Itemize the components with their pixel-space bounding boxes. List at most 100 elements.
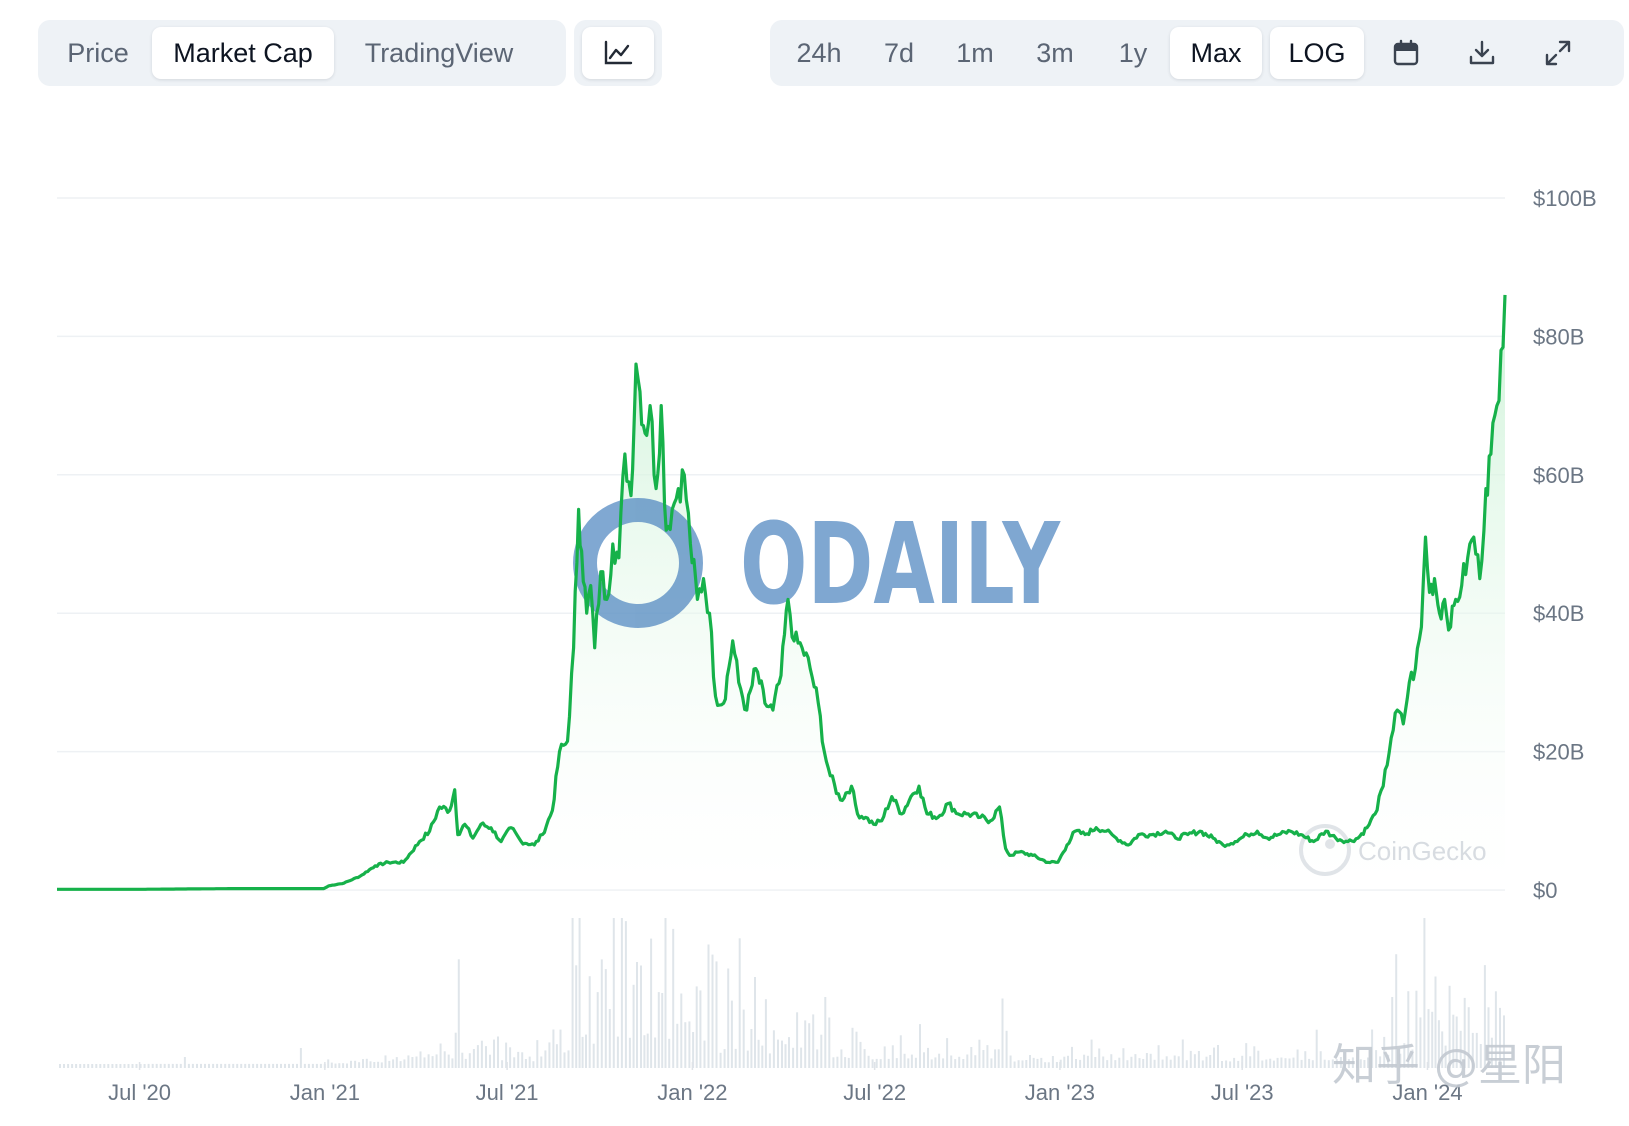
volume-bar	[1181, 1039, 1184, 1068]
volume-bar	[1403, 1043, 1406, 1068]
calendar-button[interactable]	[1370, 27, 1442, 79]
tab-tradingview[interactable]: TradingView	[364, 37, 514, 68]
volume-bar	[1217, 1045, 1219, 1068]
chart-type-button[interactable]	[582, 27, 654, 79]
volume-bar	[493, 1039, 495, 1068]
tab-1y[interactable]: 1y	[1118, 37, 1148, 68]
volume-bar	[1308, 1058, 1311, 1068]
volume-bar	[1411, 1049, 1414, 1068]
volume-bar	[1265, 1059, 1268, 1068]
volume-bar	[175, 1063, 178, 1068]
tab-24h[interactable]: 24h	[796, 37, 842, 68]
volume-bar	[224, 1063, 227, 1068]
volume-bar	[71, 1064, 74, 1068]
x-tick-label: Jan '23	[1025, 1080, 1095, 1105]
volume-bar	[600, 959, 603, 1068]
volume-bar	[327, 1059, 330, 1068]
volume-bar	[788, 1037, 790, 1068]
volume-bar	[107, 1064, 110, 1068]
volume-bar	[1098, 1048, 1101, 1068]
volume-bar	[1059, 1059, 1062, 1068]
volume-bar	[1351, 1057, 1354, 1068]
volume-bar	[1288, 1058, 1291, 1068]
calendar-icon	[1393, 39, 1419, 66]
volume-bar	[938, 1053, 941, 1068]
y-axis: $0 $20B $40B $60B $80B $100B	[1533, 186, 1597, 903]
tab-1m[interactable]: 1m	[956, 37, 994, 68]
volume-bar	[927, 1047, 929, 1068]
volume-bar	[299, 1048, 302, 1068]
volume-bar	[280, 1063, 282, 1068]
y-tick-label: $100B	[1533, 186, 1597, 211]
volume-bar	[79, 1064, 82, 1068]
volume-bar	[1269, 1058, 1272, 1068]
volume-bar	[1013, 1061, 1016, 1068]
volume-bar	[661, 993, 664, 1068]
volume-bar	[1363, 1060, 1366, 1068]
volume-bar	[792, 1047, 795, 1068]
volume-bar	[1149, 1053, 1152, 1068]
tab-3m[interactable]: 3m	[1036, 37, 1074, 68]
volume-bar	[1292, 1057, 1295, 1068]
volume-bar	[664, 918, 667, 1068]
volume-bar	[179, 1063, 182, 1068]
volume-bar	[489, 1054, 491, 1068]
x-tick-label: Jul '23	[1211, 1080, 1274, 1105]
volume-bar	[303, 1063, 306, 1068]
volume-bar	[461, 1052, 464, 1068]
tab-log[interactable]: LOG	[1270, 27, 1364, 79]
volume-bar	[1387, 1054, 1390, 1068]
volume-bar	[392, 1059, 395, 1068]
volume-bar	[650, 938, 653, 1068]
volume-bar	[159, 1063, 162, 1068]
tab-7d[interactable]: 7d	[883, 37, 915, 68]
volume-bar	[212, 1063, 215, 1068]
volume-bar	[571, 918, 574, 1068]
volume-bar	[501, 1060, 504, 1068]
volume-bar	[887, 1058, 890, 1068]
zhihu-watermark: 知乎 @星阳	[1332, 1040, 1566, 1091]
volume-bar	[616, 1036, 619, 1068]
volume-bar	[628, 1037, 631, 1068]
volume-bar	[715, 961, 718, 1068]
volume-bar	[646, 1033, 649, 1068]
volume-bar	[147, 1063, 150, 1068]
volume-bar	[423, 1057, 426, 1068]
volume-bar	[208, 1063, 210, 1068]
volume-bar	[784, 1044, 787, 1068]
volume-bar	[899, 1035, 902, 1068]
volume-bar	[883, 1046, 886, 1068]
volume-bar	[954, 1059, 957, 1068]
download-button[interactable]	[1446, 27, 1518, 79]
chart-type-group	[574, 20, 662, 86]
tab-market-cap[interactable]: Market Cap	[152, 27, 334, 79]
fullscreen-button[interactable]	[1522, 27, 1594, 79]
volume-bar	[369, 1061, 372, 1068]
volume-bar	[1475, 1032, 1478, 1068]
volume-bar	[342, 1063, 345, 1068]
volume-bar	[910, 1054, 913, 1068]
tab-max[interactable]: Max	[1170, 27, 1262, 79]
volume-bar	[1343, 1060, 1346, 1068]
x-tick-label: Jul '22	[843, 1080, 906, 1105]
market-cap-line	[57, 294, 1507, 891]
volume-bar	[654, 1037, 657, 1068]
volume-bar	[338, 1063, 341, 1068]
tab-price[interactable]: Price	[67, 37, 129, 68]
volume-bar	[844, 1057, 847, 1068]
volume-bar	[1169, 1059, 1172, 1068]
y-tick-label: $0	[1533, 878, 1557, 903]
volume-bar	[1444, 1045, 1447, 1068]
volume-bar	[1213, 1047, 1215, 1068]
volume-bar	[1086, 1055, 1089, 1068]
volume-bar	[167, 1063, 170, 1068]
volume-bar	[315, 1063, 318, 1068]
volume-bars	[59, 918, 1505, 1068]
volume-bar	[804, 1020, 807, 1068]
volume-bar	[330, 1062, 333, 1068]
volume-bar	[997, 1049, 1000, 1068]
volume-bar	[820, 1034, 823, 1068]
volume-bar	[260, 1063, 263, 1068]
volume-bar	[1145, 1053, 1148, 1068]
volume-bar	[1165, 1056, 1168, 1068]
